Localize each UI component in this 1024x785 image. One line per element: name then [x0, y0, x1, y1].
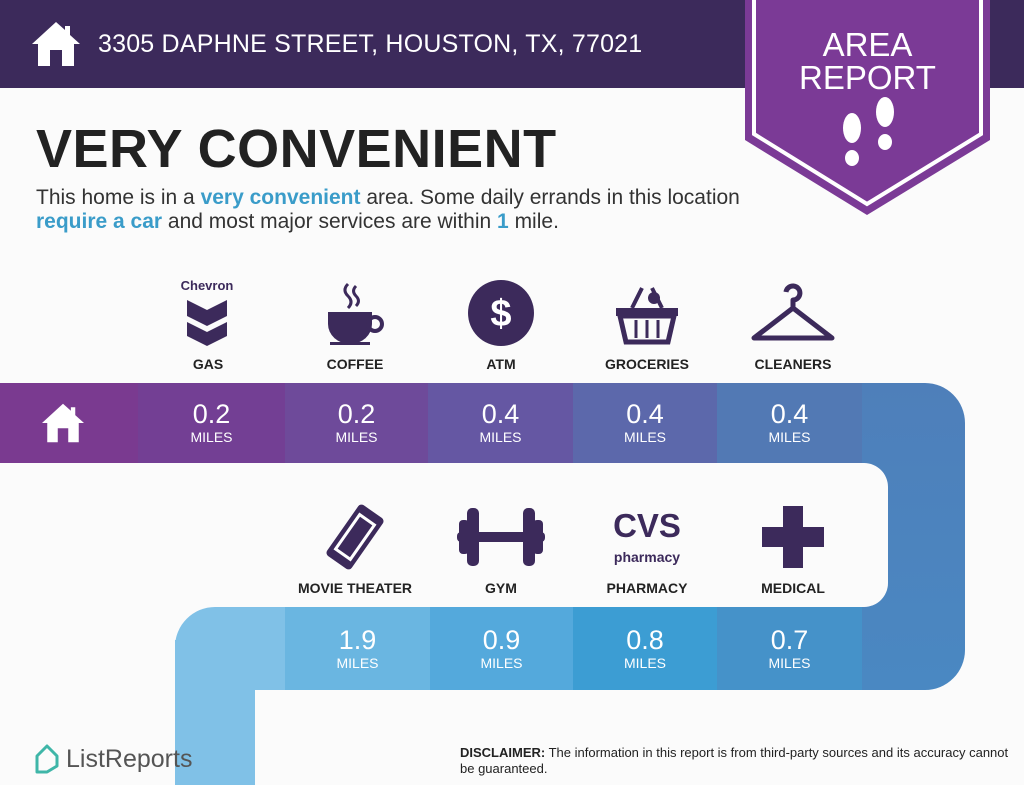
dumbbell-icon: [451, 502, 551, 572]
medical-distance: 0.7 MILES: [717, 607, 862, 690]
svg-text:CVS: CVS: [613, 507, 681, 544]
atm-distance: 0.4 MILES: [428, 383, 573, 463]
groceries-distance: 0.4 MILES: [573, 383, 717, 463]
badge-line2: REPORT: [799, 59, 936, 96]
hanger-icon: [743, 278, 843, 348]
atm-label: ATM: [486, 356, 516, 372]
svg-text:$: $: [490, 293, 511, 335]
groceries-label: GROCERIES: [604, 356, 689, 372]
ticket-icon: [305, 502, 405, 572]
listreports-logo: ListReports: [34, 744, 192, 774]
svg-text:pharmacy: pharmacy: [614, 549, 680, 565]
pharmacy-label: PHARMACY: [606, 580, 688, 596]
property-address: 3305 DAPHNE STREET, HOUSTON, TX, 77021: [98, 30, 643, 58]
coffee-distance: 0.2 MILES: [285, 383, 428, 463]
gas-label: GAS: [192, 356, 224, 372]
coffee-cup-icon: [305, 278, 405, 348]
gas-distance: 0.2 MILES: [138, 383, 285, 463]
home-icon: [32, 22, 80, 66]
gym-distance: 0.9 MILES: [430, 607, 573, 690]
cleaners-distance: 0.4 MILES: [717, 383, 862, 463]
grocery-basket-icon: [597, 278, 697, 348]
chevron-gas-icon: Chevron: [157, 278, 257, 348]
summary-text: This home is in a very convenient area. …: [36, 186, 740, 233]
route-band-left: [175, 640, 255, 785]
coffee-label: COFFEE: [326, 356, 384, 372]
badge-line1: AREA: [822, 26, 913, 63]
movie-theater-distance: 1.9 MILES: [285, 607, 430, 690]
footprints-icon: [843, 97, 894, 166]
svg-text:Chevron: Chevron: [181, 278, 234, 293]
movie-theater-label: MOVIE THEATER: [297, 580, 413, 596]
gym-label: GYM: [485, 580, 517, 596]
area-report-badge: [745, 0, 990, 215]
medical-label: MEDICAL: [761, 580, 825, 596]
page-title: VERY CONVENIENT: [36, 119, 557, 179]
home-start-icon: [42, 403, 84, 443]
dollar-icon: $: [451, 278, 551, 348]
medical-cross-icon: [743, 502, 843, 572]
pharmacy-distance: 0.8 MILES: [573, 607, 717, 690]
listreports-logo-icon: [35, 744, 59, 774]
cvs-pharmacy-icon: CVS pharmacy: [597, 502, 697, 572]
cleaners-label: CLEANERS: [754, 356, 832, 372]
disclaimer: DISCLAIMER: The information in this repo…: [460, 745, 1009, 776]
